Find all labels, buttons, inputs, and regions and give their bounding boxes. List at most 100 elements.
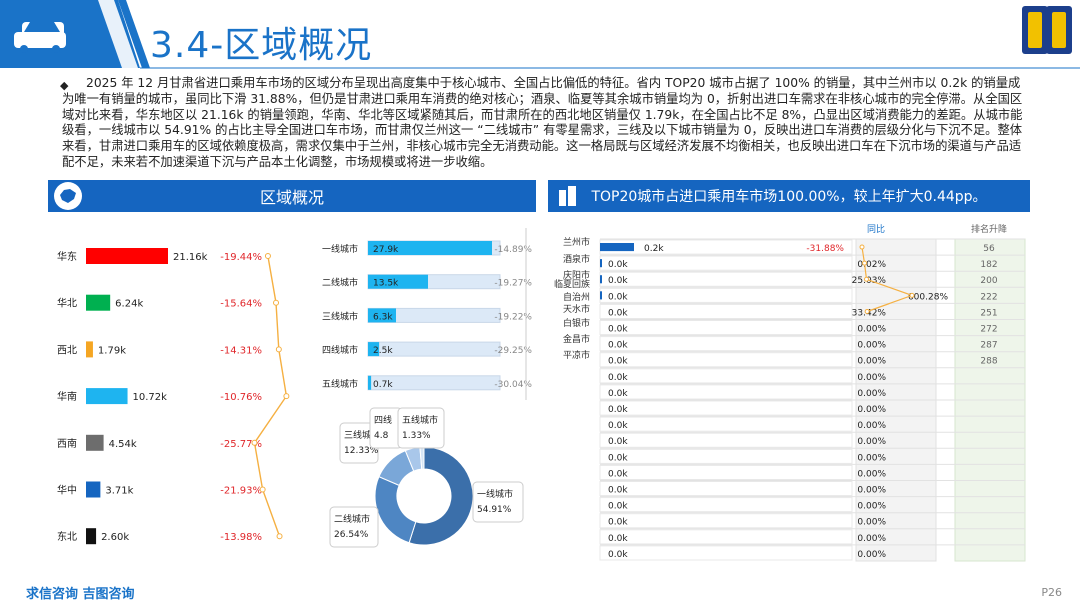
region-yoy-point (259, 486, 266, 493)
tier-label: 五线城市 (322, 378, 358, 390)
city-label: 临夏回族 (554, 278, 590, 290)
sales-value-label: 0.0k (608, 292, 628, 302)
region-value-label: 3.71k (105, 486, 133, 497)
tier-value-label: 6.3k (373, 312, 393, 322)
sales-cell (599, 464, 853, 480)
tier-yoy-label: -19.27% (494, 279, 532, 289)
donut-callout-pct: 12.33% (344, 446, 379, 456)
tier-label: 一线城市 (322, 243, 358, 255)
tier-value-label: 0.7k (373, 380, 393, 390)
rank-value-label: 182 (980, 260, 997, 270)
city-label: 自治州 (563, 291, 590, 303)
sales-cell (599, 400, 853, 416)
sales-cell (599, 384, 853, 400)
donut-callout-name: 一线城市 (477, 488, 513, 500)
donut-callout (472, 481, 524, 523)
sales-value-label: 0.0k (608, 373, 628, 383)
page-number: P26 (1041, 586, 1062, 599)
sales-bar (600, 259, 602, 268)
sales-cell (599, 529, 853, 545)
region-yoy-point (251, 439, 258, 446)
region-yoy-point (264, 253, 271, 259)
region-label: 华北 (57, 297, 77, 310)
yoy-value-label: 0.00% (857, 373, 886, 383)
tier-value-label: 13.5k (373, 279, 399, 289)
city-yoy-point (864, 308, 870, 314)
sales-cell (599, 368, 853, 384)
sales-cell (599, 255, 853, 271)
yoy-value-label: 33.42% (852, 308, 887, 318)
sales-value-label: 0.0k (608, 357, 628, 367)
rank-value-label: 272 (980, 325, 997, 335)
region-yoy-point (283, 393, 290, 400)
yoy-value-label: 0.00% (857, 405, 886, 415)
yoy-value-label: 0.00% (857, 502, 886, 512)
sales-cell (599, 481, 853, 497)
sales-cell (599, 303, 853, 320)
sales-cell (599, 497, 853, 513)
tier-bar (368, 342, 380, 357)
city-yoy-point (862, 260, 868, 266)
china-map-icon (54, 182, 82, 210)
yoy-value-label: 0.00% (857, 357, 886, 367)
region-panel-header: 区域概况 (48, 180, 536, 212)
city-panel-title: TOP20城市占进口乘用车市场100.00%，较上年扩大0.44pp。 (591, 189, 987, 205)
region-label: 华南 (57, 390, 77, 403)
donut-callout-name: 二线城市 (334, 513, 370, 525)
region-panel-title: 区域概况 (259, 188, 324, 207)
donut-callout-name: 三线城 (344, 429, 371, 441)
yoy-value-label: 600.28% (908, 292, 948, 302)
donut-callout-pct: 54.91% (477, 505, 512, 515)
sales-cell (599, 336, 853, 352)
city-label: 平凉市 (563, 349, 590, 361)
region-yoy-label: -25.77% (220, 439, 262, 450)
sales-value-label: 0.0k (608, 486, 628, 496)
yoy-value-label: 0.00% (857, 486, 886, 496)
sales-value-label: 0.0k (608, 469, 628, 479)
tier-bar (368, 241, 492, 255)
sales-value-label: 0.0k (608, 308, 628, 318)
sales-value-label: 0.0k (608, 534, 628, 544)
region-yoy-label: -14.31% (220, 345, 262, 356)
region-value-label: 1.79k (98, 345, 126, 356)
yoy-value-label: 0.00% (857, 421, 886, 431)
sales-value-label: 0.0k (608, 453, 628, 463)
region-yoy-point (276, 533, 283, 540)
rank-value-label: 222 (980, 292, 997, 302)
donut-callout-name: 五线城市 (402, 414, 438, 426)
tier-yoy-label: -29.25% (494, 346, 532, 356)
yoy-value-label: 0.02% (857, 260, 886, 270)
donut-callout (397, 407, 445, 449)
footer-links[interactable]: 求信咨询 吉图咨询 (26, 587, 135, 602)
region-bar (86, 294, 111, 311)
yoy-value-label: 0.00% (857, 325, 886, 335)
region-value-label: 10.72k (133, 392, 168, 403)
region-bar (86, 528, 97, 545)
car-icon (14, 22, 66, 53)
donut-callout-name: 四线 (374, 414, 392, 426)
region-label: 华东 (57, 250, 77, 263)
tier-value-label: 2.5k (373, 346, 393, 356)
yoy-value-label: 0.00% (857, 341, 886, 351)
sales-value-label: 0.0k (608, 276, 628, 286)
sales-bar (600, 291, 602, 300)
region-label: 西南 (57, 437, 77, 450)
summary-paragraph: 2025 年 12 月甘肃省进口乘用车市场的区域分布呈现出高度集中于核心城市、全… (62, 76, 1023, 169)
sales-value-label: 0.2k (644, 244, 664, 254)
tier-yoy-label: -19.22% (494, 312, 532, 322)
page-title: 3.4-区域概况 (150, 25, 373, 66)
region-yoy-label: -15.64% (220, 299, 262, 310)
tier-label: 三线城市 (322, 310, 358, 322)
yoy-value-label: 0.00% (857, 437, 886, 447)
region-bar (86, 434, 104, 451)
sales-cell (599, 352, 853, 368)
sales-cell (599, 513, 853, 529)
region-charts: 华东 21.16k -19.44% 华北 6.24k -15.64% 西北 1.79k -14.… (57, 228, 532, 548)
tier-value-label: 27.9k (373, 245, 399, 255)
yoy-value-label: -31.88% (806, 244, 844, 254)
donut-callout-pct: 26.54% (334, 530, 369, 540)
city-label: 庆阳市 (563, 269, 590, 281)
rank-value-label: 251 (980, 308, 997, 318)
region-yoy-point (273, 299, 280, 306)
yoy-value-label: 0.00% (857, 550, 886, 560)
